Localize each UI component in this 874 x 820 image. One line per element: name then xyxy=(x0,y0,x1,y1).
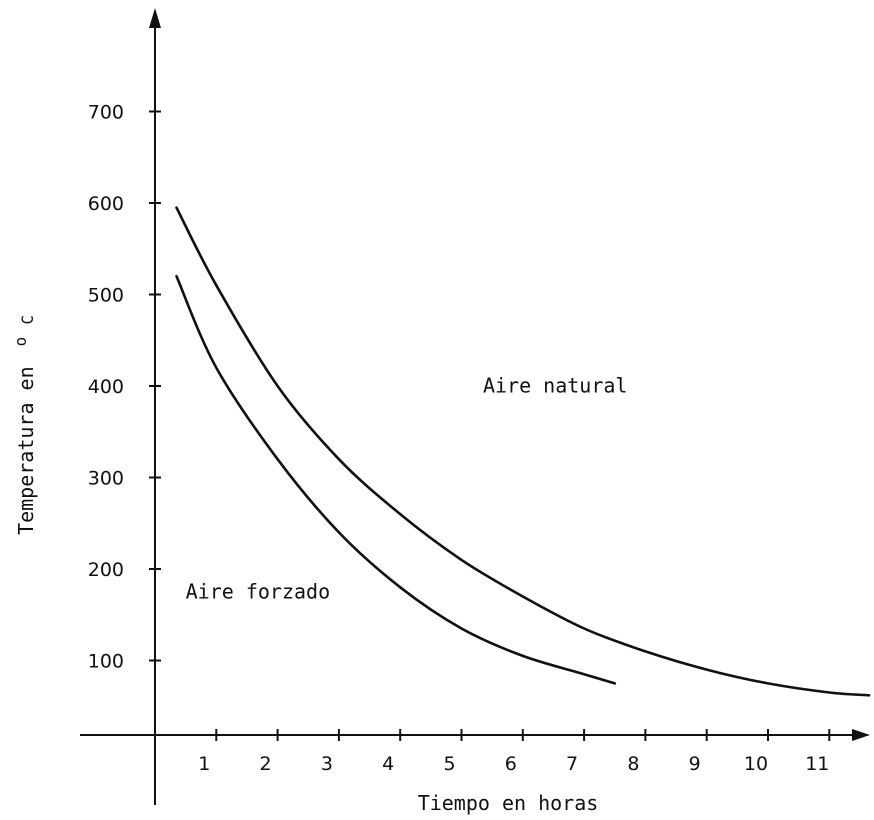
y-tick-label: 300 xyxy=(88,468,124,490)
series-annotation: Aire natural xyxy=(483,373,627,397)
x-tick-label: 5 xyxy=(443,753,455,775)
x-tick-label: 4 xyxy=(382,753,394,775)
x-tick-label: 6 xyxy=(505,753,517,775)
x-tick-label: 1 xyxy=(198,753,210,775)
axes xyxy=(80,8,870,805)
x-tick-label: 2 xyxy=(260,753,272,775)
y-axis-arrowhead xyxy=(149,8,161,28)
series-lines xyxy=(175,206,871,697)
series-line-aire-forzado xyxy=(175,274,617,685)
y-axis-label-unit: C xyxy=(18,315,37,325)
y-tick-label: 400 xyxy=(88,376,124,398)
x-tick-label: 3 xyxy=(321,753,333,775)
labels: Tiempo en horas Temperatura en o C Aire … xyxy=(7,315,627,815)
y-tick-label: 200 xyxy=(88,559,124,581)
y-tick-label: 100 xyxy=(88,651,124,673)
y-tick-label: 600 xyxy=(88,193,124,215)
y-axis-label-text: Temperatura en xyxy=(14,366,38,535)
ticks: 1 2 3 4 5 6 7 8 9 10 11 100 200 300 400 500 600 700 xyxy=(88,102,831,775)
series-annotation: Aire forzado xyxy=(186,579,331,603)
x-tick-label: 11 xyxy=(805,753,829,775)
y-tick-label: 700 xyxy=(88,102,124,124)
x-tick-label: 7 xyxy=(566,753,578,775)
series-line-aire-natural xyxy=(175,206,871,697)
x-tick-label: 9 xyxy=(689,753,701,775)
x-axis-arrowhead xyxy=(852,729,870,741)
y-tick-label: 500 xyxy=(88,285,124,307)
y-axis-label-degree: o xyxy=(11,337,30,347)
x-axis-label: Tiempo en horas xyxy=(418,791,599,815)
y-axis-label: Temperatura en o C xyxy=(7,315,38,535)
x-tick-label: 10 xyxy=(744,753,768,775)
x-tick-label: 8 xyxy=(627,753,639,775)
